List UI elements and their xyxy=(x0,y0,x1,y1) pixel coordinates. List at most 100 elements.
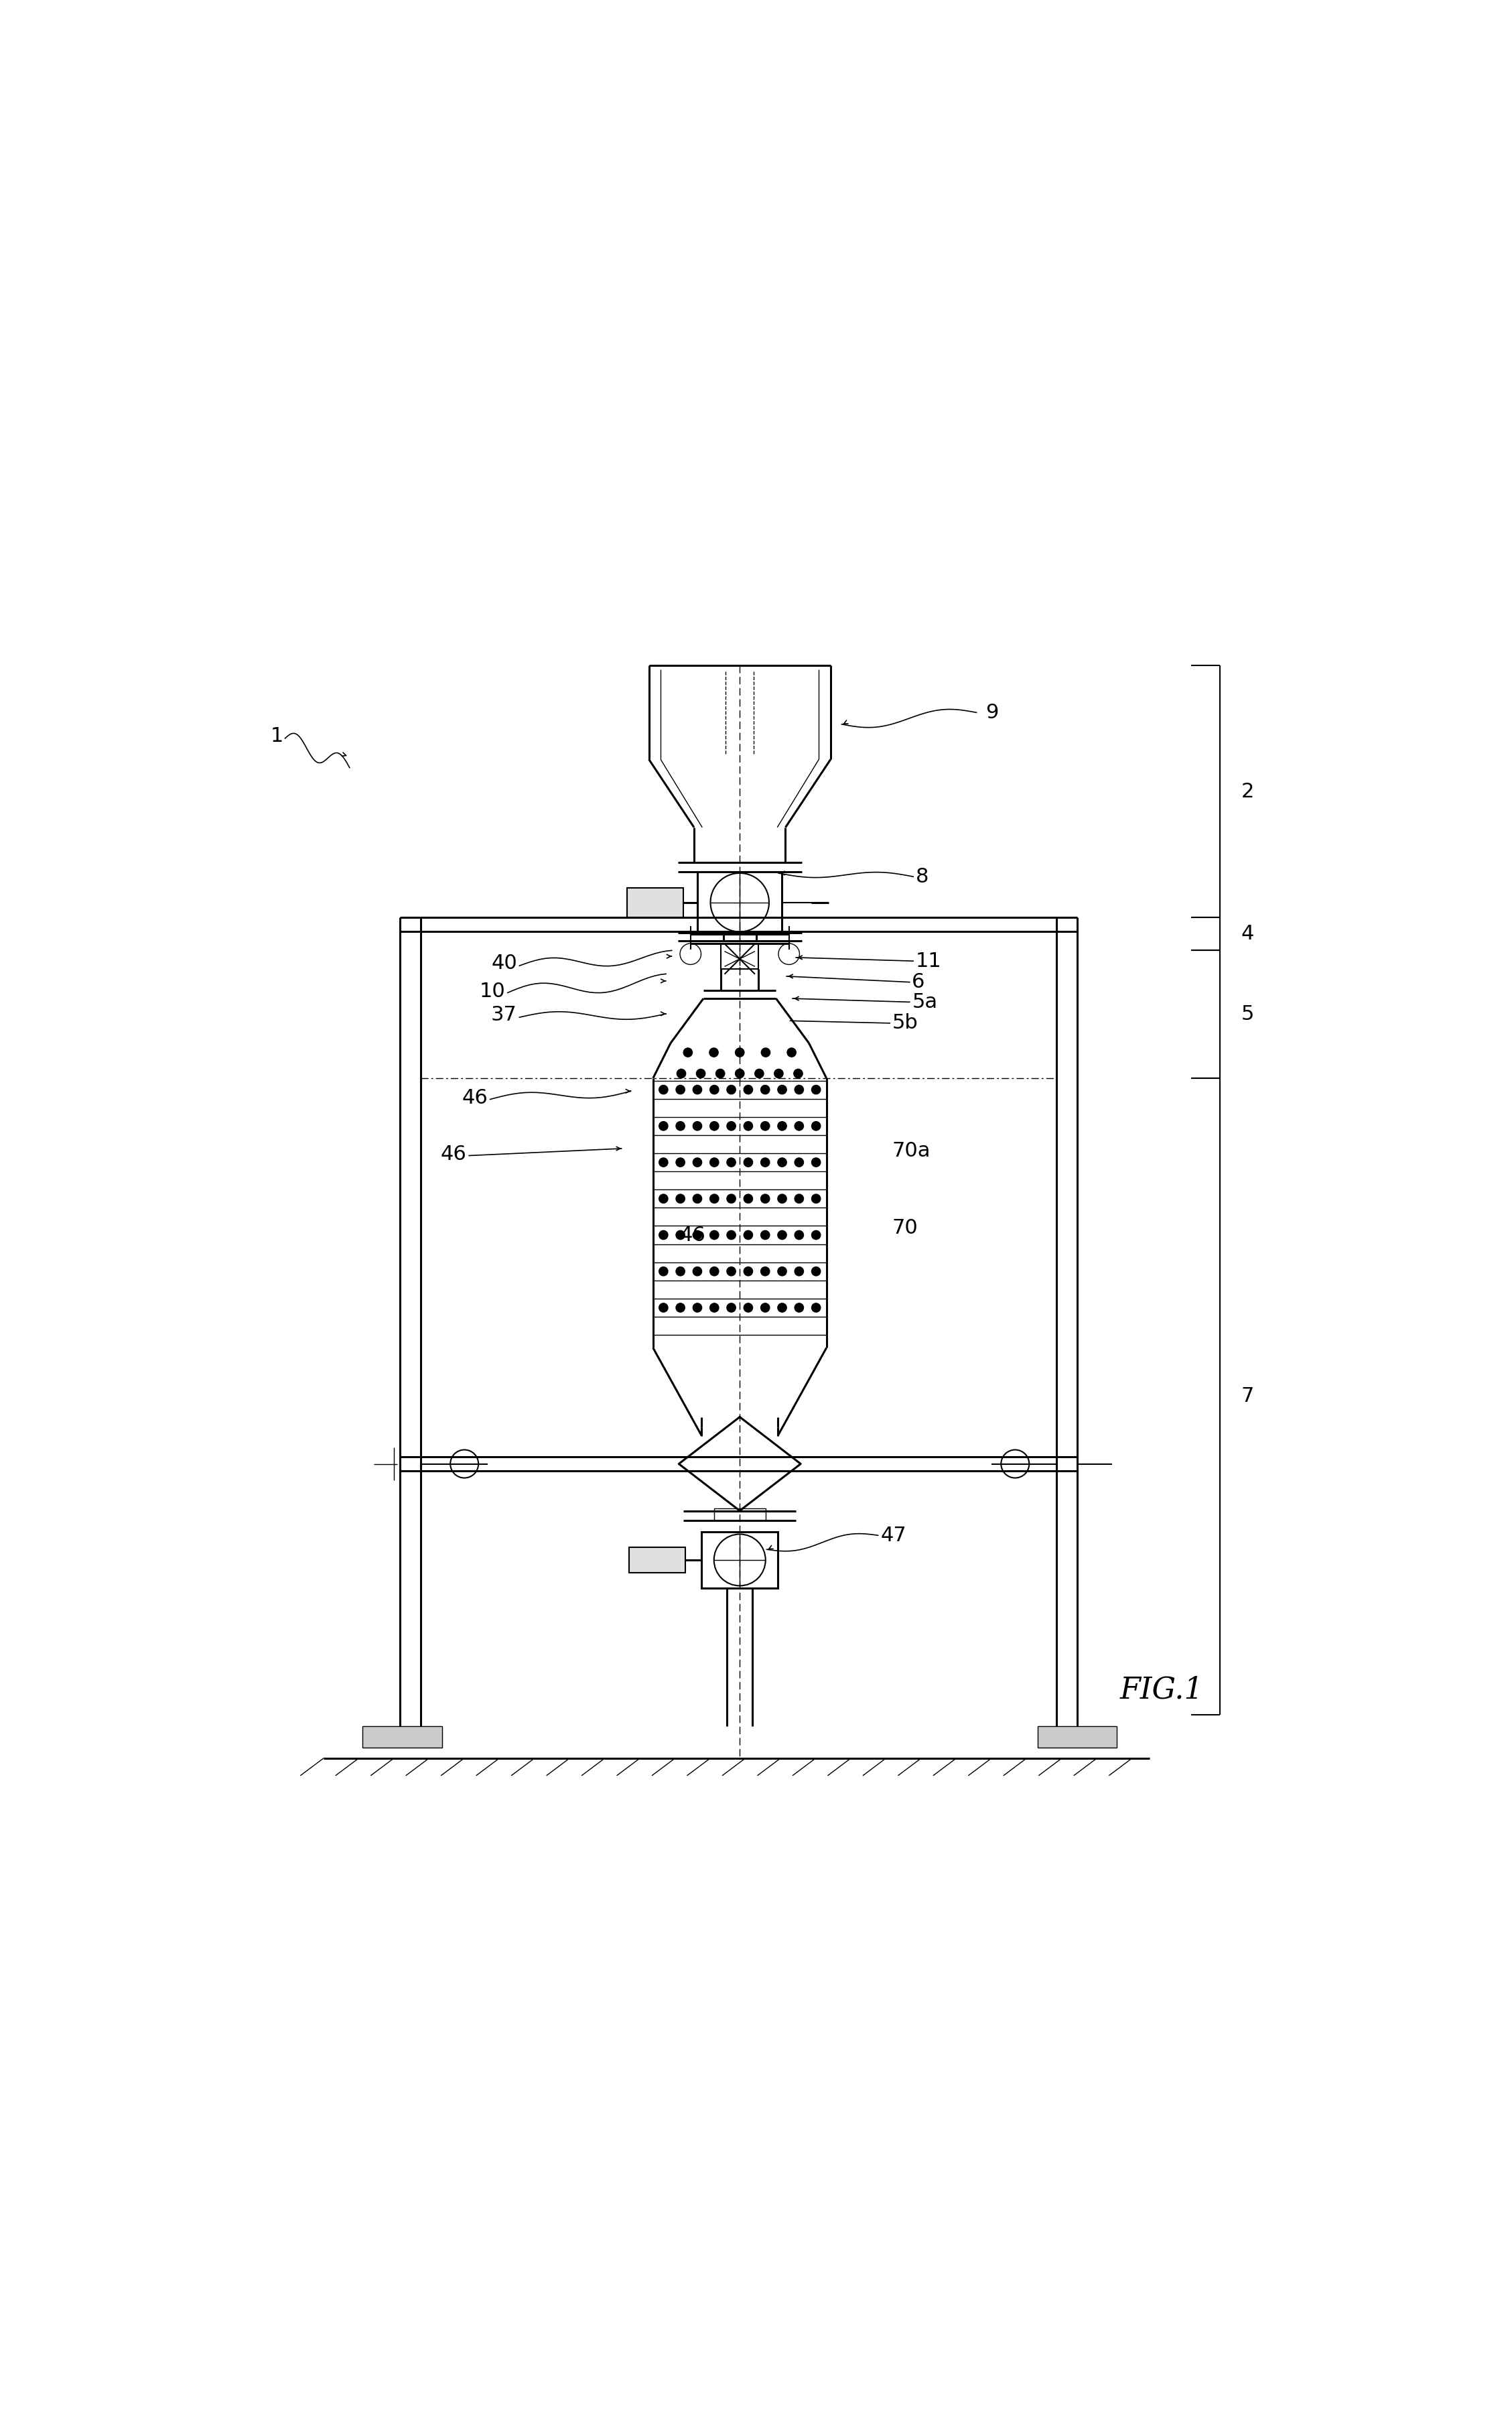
Circle shape xyxy=(812,1195,821,1202)
Circle shape xyxy=(744,1084,753,1094)
Circle shape xyxy=(761,1084,770,1094)
Text: 47: 47 xyxy=(880,1525,906,1544)
Bar xyxy=(714,1508,765,1520)
Text: 40: 40 xyxy=(491,954,517,973)
Bar xyxy=(629,1547,685,1573)
Circle shape xyxy=(795,1159,803,1166)
Circle shape xyxy=(735,1070,744,1077)
Circle shape xyxy=(795,1231,803,1241)
Circle shape xyxy=(676,1267,685,1277)
Circle shape xyxy=(709,1084,718,1094)
Circle shape xyxy=(812,1231,821,1241)
Bar xyxy=(363,1727,442,1747)
Text: 10: 10 xyxy=(479,983,505,1002)
Text: 8: 8 xyxy=(915,867,928,887)
Circle shape xyxy=(788,1048,795,1058)
Circle shape xyxy=(659,1084,668,1094)
Circle shape xyxy=(659,1231,668,1241)
Circle shape xyxy=(677,1070,686,1077)
Circle shape xyxy=(812,1303,821,1313)
Circle shape xyxy=(676,1231,685,1241)
Bar xyxy=(721,944,759,968)
Circle shape xyxy=(761,1048,770,1058)
Bar xyxy=(697,872,782,932)
Circle shape xyxy=(777,1195,786,1202)
Circle shape xyxy=(795,1303,803,1313)
Circle shape xyxy=(777,1084,786,1094)
Circle shape xyxy=(727,1303,736,1313)
Circle shape xyxy=(692,1231,702,1241)
Text: 5a: 5a xyxy=(912,993,937,1012)
Circle shape xyxy=(744,1159,753,1166)
Circle shape xyxy=(761,1195,770,1202)
Circle shape xyxy=(761,1267,770,1277)
Text: 2: 2 xyxy=(1241,783,1255,802)
Circle shape xyxy=(727,1159,736,1166)
Circle shape xyxy=(659,1195,668,1202)
Circle shape xyxy=(683,1048,692,1058)
Circle shape xyxy=(727,1084,736,1094)
Circle shape xyxy=(812,1267,821,1277)
Text: 9: 9 xyxy=(986,703,999,723)
Text: 5: 5 xyxy=(1241,1005,1255,1024)
Circle shape xyxy=(659,1267,668,1277)
Bar xyxy=(627,889,683,918)
Text: 46: 46 xyxy=(680,1226,706,1245)
Circle shape xyxy=(727,1123,736,1130)
Circle shape xyxy=(777,1159,786,1166)
Circle shape xyxy=(727,1267,736,1277)
Circle shape xyxy=(794,1070,803,1077)
Circle shape xyxy=(676,1084,685,1094)
Text: 46: 46 xyxy=(442,1144,467,1164)
Circle shape xyxy=(744,1303,753,1313)
Circle shape xyxy=(659,1159,668,1166)
Circle shape xyxy=(761,1231,770,1241)
Circle shape xyxy=(795,1123,803,1130)
Circle shape xyxy=(692,1267,702,1277)
Text: 7: 7 xyxy=(1241,1388,1255,1407)
Circle shape xyxy=(812,1123,821,1130)
Circle shape xyxy=(676,1303,685,1313)
Text: 11: 11 xyxy=(915,952,942,971)
Circle shape xyxy=(709,1159,718,1166)
Circle shape xyxy=(709,1195,718,1202)
Text: 37: 37 xyxy=(491,1005,517,1024)
Circle shape xyxy=(777,1303,786,1313)
Circle shape xyxy=(676,1159,685,1166)
Circle shape xyxy=(676,1123,685,1130)
Circle shape xyxy=(692,1195,702,1202)
Circle shape xyxy=(676,1195,685,1202)
Circle shape xyxy=(727,1231,736,1241)
Circle shape xyxy=(727,1195,736,1202)
Circle shape xyxy=(659,1123,668,1130)
Circle shape xyxy=(692,1084,702,1094)
Circle shape xyxy=(709,1303,718,1313)
Circle shape xyxy=(692,1123,702,1130)
Text: 4: 4 xyxy=(1241,925,1255,944)
Circle shape xyxy=(744,1267,753,1277)
Text: 5b: 5b xyxy=(892,1014,918,1033)
Circle shape xyxy=(795,1267,803,1277)
Circle shape xyxy=(795,1195,803,1202)
Circle shape xyxy=(659,1303,668,1313)
Text: 70: 70 xyxy=(892,1219,918,1238)
Circle shape xyxy=(777,1123,786,1130)
Circle shape xyxy=(709,1267,718,1277)
Circle shape xyxy=(709,1123,718,1130)
Circle shape xyxy=(692,1303,702,1313)
Bar xyxy=(1037,1727,1117,1747)
Text: 6: 6 xyxy=(912,973,925,993)
Circle shape xyxy=(744,1123,753,1130)
Text: 46: 46 xyxy=(461,1089,488,1108)
Circle shape xyxy=(754,1070,764,1077)
Circle shape xyxy=(812,1084,821,1094)
Circle shape xyxy=(709,1048,718,1058)
Circle shape xyxy=(761,1303,770,1313)
Circle shape xyxy=(715,1070,724,1077)
Circle shape xyxy=(697,1070,705,1077)
Circle shape xyxy=(744,1231,753,1241)
Circle shape xyxy=(744,1195,753,1202)
Circle shape xyxy=(774,1070,783,1077)
Circle shape xyxy=(692,1159,702,1166)
Circle shape xyxy=(709,1231,718,1241)
